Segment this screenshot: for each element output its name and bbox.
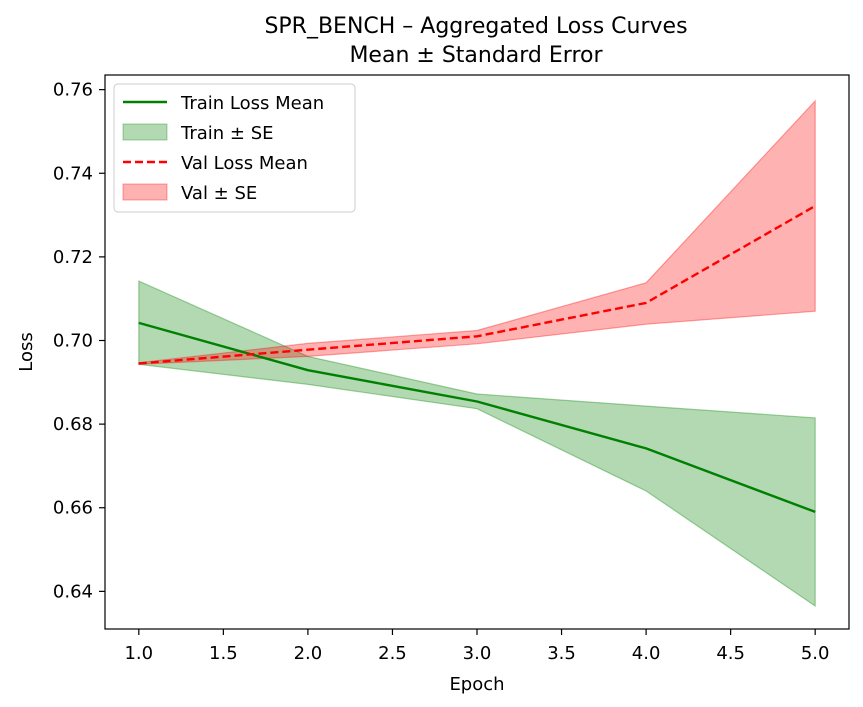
x-tick-label-8: 5.0: [801, 643, 830, 664]
legend-swatch-train-band: [122, 123, 168, 141]
error-bands: [138, 99, 816, 608]
x-axis: 1.0 1.5 2.0 2.5 3.0 3.5 4.0 4.5 5.0: [124, 629, 830, 664]
legend-label-train-mean: Train Loss Mean: [180, 93, 324, 114]
mean-lines: [138, 204, 816, 514]
x-tick-label-7: 4.5: [716, 643, 745, 664]
x-tick-label-5: 3.5: [547, 643, 576, 664]
x-tick-label-2: 2.0: [294, 643, 323, 664]
x-tick-label-3: 2.5: [378, 643, 407, 664]
y-tick-label-5: 0.74: [53, 163, 93, 184]
legend-label-val-mean: Val Loss Mean: [181, 153, 308, 174]
chart-title: SPR_BENCH – Aggregated Loss Curves: [264, 14, 687, 39]
x-tick-label-0: 1.0: [124, 643, 153, 664]
x-tick-label-4: 3.0: [463, 643, 492, 664]
y-tick-label-2: 0.68: [53, 414, 93, 435]
y-tick-label-6: 0.76: [53, 80, 93, 101]
legend-label-train-band: Train ± SE: [180, 123, 274, 144]
x-axis-label: Epoch: [449, 674, 504, 695]
legend-box: [113, 83, 356, 213]
y-tick-label-1: 0.66: [53, 498, 93, 519]
band-series-1: [138, 99, 816, 365]
band-series-0: [138, 280, 816, 608]
y-tick-label-3: 0.70: [53, 331, 93, 352]
y-tick-label-4: 0.72: [53, 247, 93, 268]
line-series-1: [138, 204, 816, 365]
legend: Train Loss Mean Train ± SE Val Loss Mean…: [113, 83, 356, 213]
chart-subtitle: Mean ± Standard Error: [349, 43, 603, 68]
x-tick-label-1: 1.5: [209, 643, 238, 664]
y-axis: 0.64 0.66 0.68 0.70 0.72 0.74 0.76: [53, 80, 105, 602]
y-tick-label-0: 0.64: [53, 581, 93, 602]
x-tick-label-6: 4.0: [632, 643, 661, 664]
legend-swatch-val-band: [122, 183, 168, 201]
legend-label-val-band: Val ± SE: [181, 183, 257, 204]
y-axis-label: Loss: [16, 332, 37, 371]
